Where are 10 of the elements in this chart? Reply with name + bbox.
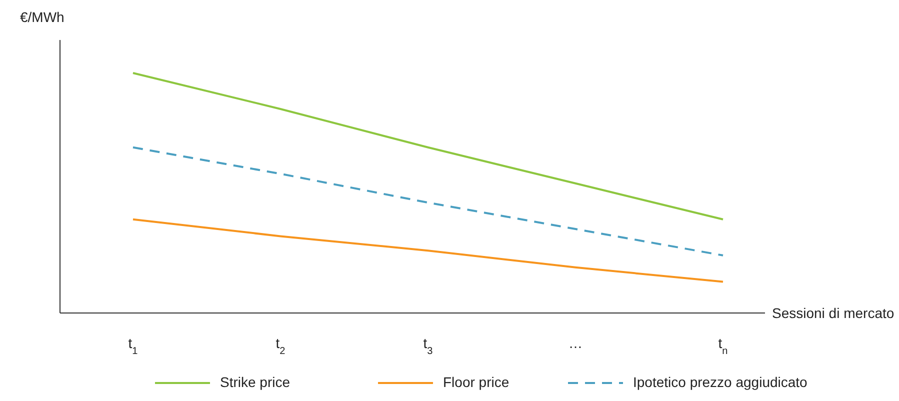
x-tick-label: t$_{2}$ [276,335,286,356]
x-tick-label: t$_{3}$ [423,335,434,356]
legend-label: Ipotetico prezzo aggiudicato [633,374,808,390]
x-tick-label: t$_{n}$ [718,335,728,356]
x-axis-title: Sessioni di mercato [772,305,894,321]
x-tick-label: t$_{1}$ [128,335,138,356]
legend-label: Floor price [443,374,510,390]
legend-label: Strike price [220,374,290,390]
y-axis-title: €/MWh [20,9,64,25]
x-tick-label: … [568,335,582,351]
